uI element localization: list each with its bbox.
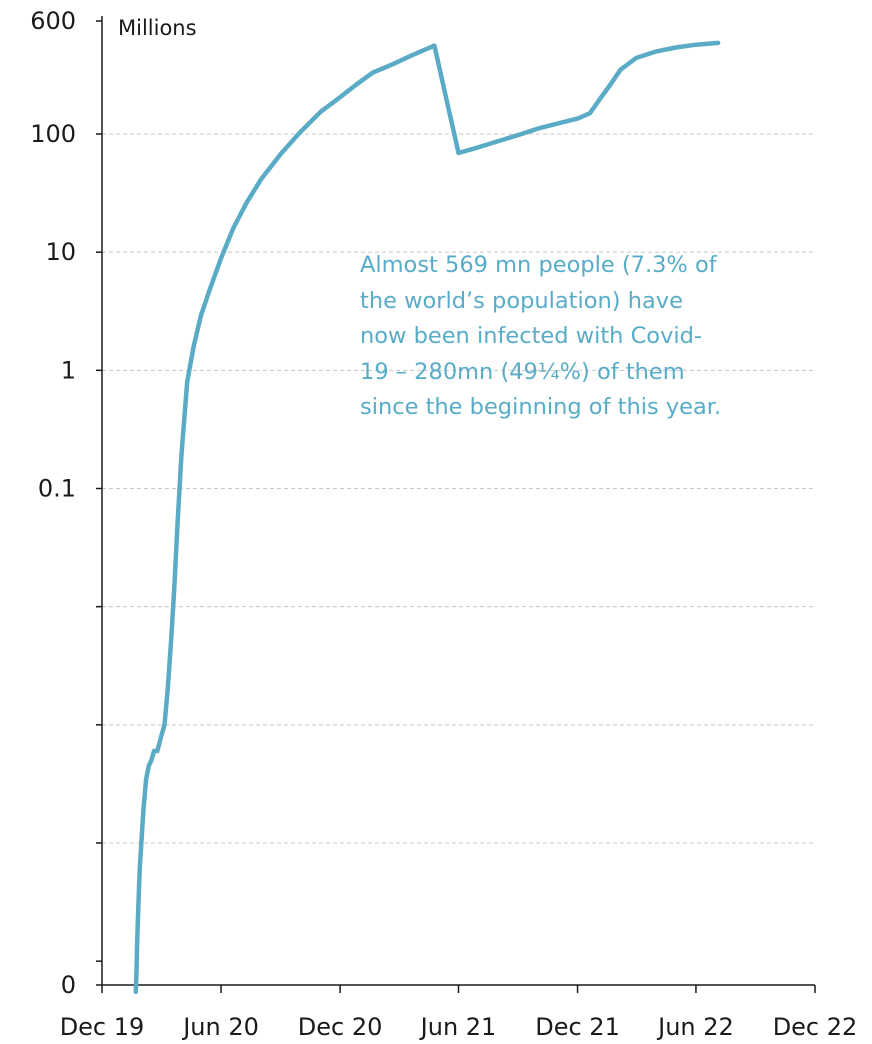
x-tick-label-2: Dec 20 <box>298 1013 383 1041</box>
annotation-line-4: 19 – 280mn (49¼%) of them <box>360 358 685 385</box>
annotation-line-5: since the beginning of this year. <box>360 394 722 420</box>
annotation-line-1: Almost 569 mn people (7.3% of <box>360 252 717 278</box>
axes <box>96 16 816 993</box>
y-tick-label-6: 1 <box>61 356 76 384</box>
chart-annotation: Almost 569 mn people (7.3% of the world’… <box>360 248 830 426</box>
gridlines <box>102 133 815 844</box>
y-tick-label-7: 10 <box>45 238 76 266</box>
tick-labels: 0 0.1 1 10 100 600 Millions Dec 19 Jun 20 Dec 20 J… <box>30 7 857 1041</box>
x-tick-label-4: Dec 21 <box>535 1013 620 1041</box>
x-tick-label-5: Jun 22 <box>656 1013 734 1041</box>
x-tick-label-0: Dec 19 <box>60 1013 145 1041</box>
x-tick-label-3: Jun 21 <box>419 1013 497 1041</box>
y-axis-title: Millions <box>118 16 197 40</box>
y-tick-label-8: 100 <box>30 120 76 148</box>
series-line-0 <box>133 40 721 995</box>
x-tick-label-1: Jun 20 <box>181 1013 259 1041</box>
y-tick-label-0: 0 <box>61 971 76 999</box>
y-tick-label-9: 600 <box>30 7 76 35</box>
y-tick-label-5: 0.1 <box>38 475 76 503</box>
annotation-line-2: the world’s population) have <box>360 287 683 314</box>
series-layer <box>133 40 721 995</box>
annotation-line-3: now been infected with Covid- <box>360 323 703 349</box>
x-tick-label-6: Dec 22 <box>773 1013 858 1041</box>
